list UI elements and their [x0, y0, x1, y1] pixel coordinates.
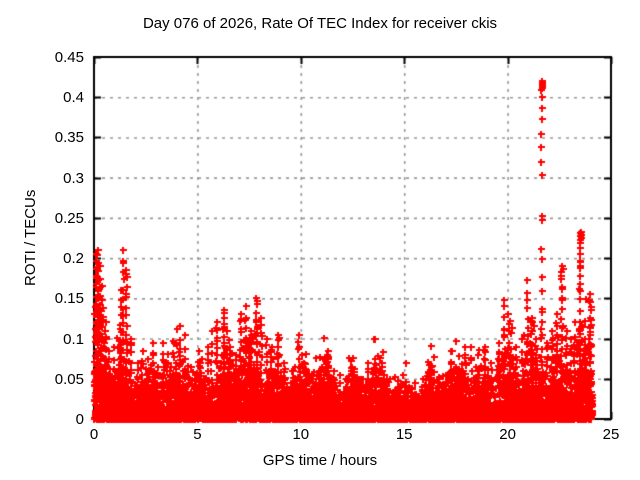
y-tick-label: 0 [75, 411, 84, 428]
y-tick-label: 0.25 [54, 209, 84, 227]
chart-title: Day 076 of 2026, Rate Of TEC Index for r… [142, 15, 498, 32]
x-tick-label: 25 [602, 426, 620, 443]
y-tick-label: 0.15 [54, 290, 84, 308]
x-axis-label: GPS time / hours [262, 452, 378, 469]
y-axis-label: ROTI / TECUs [22, 189, 39, 286]
x-tick-label: 10 [292, 426, 310, 443]
y-tick-label: 0.2 [63, 250, 84, 268]
y-tick-label: 0.1 [63, 330, 84, 348]
x-tick-label: 15 [395, 426, 413, 443]
x-tick-label: 0 [89, 426, 99, 443]
y-tick-label: 0.4 [63, 89, 84, 107]
x-tick-label: 5 [193, 426, 202, 443]
x-tick-label: 20 [499, 426, 516, 443]
y-tick-label: 0.3 [63, 169, 84, 187]
y-tick-label: 0.05 [54, 370, 84, 388]
y-tick-label: 0.45 [54, 49, 84, 66]
y-tick-label: 0.35 [54, 129, 84, 147]
